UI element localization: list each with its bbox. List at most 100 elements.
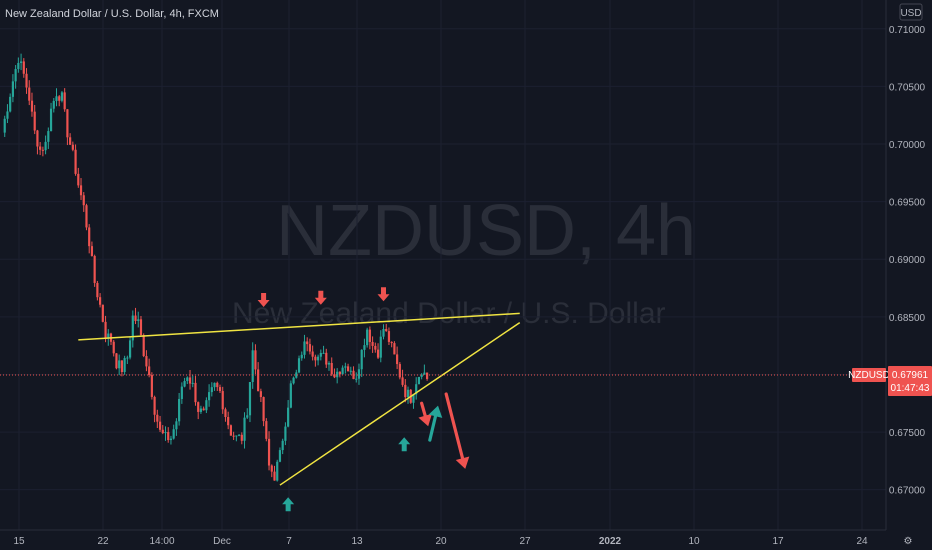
- price-badge-value: 0.67961: [892, 370, 929, 381]
- candle-body: [158, 421, 162, 430]
- candle-body: [128, 340, 132, 358]
- y-tick-label: 0.70500: [889, 82, 926, 93]
- candle-body: [355, 378, 358, 380]
- settings-icon[interactable]: ⚙: [904, 536, 913, 547]
- symbol-badge: [852, 368, 886, 382]
- candle-body: [6, 111, 9, 119]
- x-tick-label: 15: [13, 536, 25, 547]
- candle-body: [30, 100, 34, 112]
- candle-body: [186, 377, 189, 381]
- candle-body: [25, 73, 28, 88]
- candle-body: [243, 417, 246, 441]
- candle-body: [11, 81, 14, 97]
- candle-body: [295, 372, 298, 378]
- candle-body: [393, 343, 396, 355]
- projection-arrow-shaft: [420, 401, 427, 418]
- candle-body: [39, 146, 42, 150]
- price-badge: [888, 366, 932, 396]
- candle-body: [284, 426, 287, 441]
- candle-body: [107, 333, 110, 339]
- candle-body: [79, 185, 83, 196]
- candle-body: [194, 382, 197, 403]
- candle-body: [156, 414, 159, 422]
- candle-body: [180, 386, 183, 399]
- candle-body: [148, 366, 151, 376]
- price-axis[interactable]: [886, 0, 932, 530]
- candle-body: [257, 369, 260, 392]
- candle-body: [218, 387, 222, 392]
- trendline-lower[interactable]: [279, 321, 521, 486]
- candle-body: [221, 391, 224, 410]
- trendline-upper[interactable]: [78, 312, 520, 341]
- candle-body: [167, 432, 170, 441]
- candle-body: [36, 130, 39, 147]
- candle-body: [363, 345, 366, 350]
- candle-body: [77, 173, 80, 186]
- candle-body: [333, 374, 336, 378]
- candle-body: [352, 370, 355, 380]
- x-tick-label: 10: [688, 536, 700, 547]
- candle-body: [273, 471, 276, 481]
- candle-body: [90, 246, 94, 256]
- x-tick-label: 17: [772, 536, 784, 547]
- candle-body: [224, 409, 227, 418]
- x-tick-label: Dec: [213, 536, 231, 547]
- candle-body: [71, 144, 74, 150]
- candle-body: [371, 341, 374, 346]
- candle-body: [14, 69, 17, 82]
- candle-body: [317, 356, 320, 361]
- arrow-down-icon: [257, 293, 270, 308]
- candle-body: [104, 321, 107, 339]
- candle-body: [112, 341, 115, 354]
- candle-body: [246, 415, 249, 418]
- candle-body: [169, 438, 173, 441]
- candle-body: [368, 329, 371, 342]
- candle-body: [366, 329, 369, 346]
- candle-body: [191, 382, 194, 384]
- candle-body: [259, 391, 262, 398]
- y-tick-label: 0.69500: [889, 198, 926, 209]
- candle-body: [374, 345, 377, 350]
- candle-body: [47, 131, 50, 142]
- symbol-badge-text: NZDUSD: [848, 370, 890, 381]
- candle-body: [330, 363, 333, 375]
- x-tick-label: 14:00: [149, 536, 174, 547]
- y-tick-label: 0.67000: [889, 486, 926, 497]
- trendlines[interactable]: [78, 312, 521, 486]
- candle-body: [300, 354, 303, 359]
- currency-button[interactable]: [899, 3, 923, 21]
- y-tick-label: 0.70000: [889, 140, 926, 151]
- arrow-up-icon: [398, 437, 411, 452]
- candle-body: [267, 438, 271, 466]
- candle-body: [69, 137, 72, 145]
- price-badge-countdown: 01:47:43: [891, 383, 930, 394]
- candle-body: [297, 358, 301, 373]
- candle-body: [319, 352, 322, 357]
- candle-body: [197, 402, 200, 412]
- candle-body: [311, 351, 314, 357]
- candle-body: [172, 429, 175, 439]
- candle-body: [235, 435, 238, 437]
- candle-body: [387, 331, 391, 342]
- candle-body: [276, 461, 279, 481]
- candle-body: [303, 341, 306, 355]
- projection-arrow-head-icon: [455, 456, 470, 469]
- candle-body: [292, 377, 295, 384]
- candle-body: [52, 100, 55, 109]
- candle-body: [376, 349, 380, 358]
- candle-body: [137, 319, 140, 321]
- candle-body: [205, 400, 208, 411]
- time-axis[interactable]: [0, 530, 886, 550]
- candle-body: [17, 62, 20, 70]
- candle-body: [19, 61, 23, 63]
- candle-body: [126, 357, 129, 359]
- candle-body: [3, 118, 6, 133]
- watermark-name: New Zealand Dollar / U.S. Dollar: [232, 297, 666, 330]
- candle-body: [55, 96, 58, 101]
- candle-body: [96, 282, 99, 298]
- candle-body: [210, 387, 213, 393]
- projection-arrow-shaft: [428, 414, 438, 442]
